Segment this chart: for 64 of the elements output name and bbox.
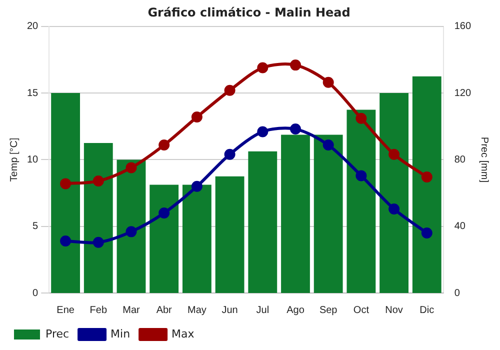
x-tick-label: May — [187, 304, 206, 316]
bar — [182, 184, 212, 293]
point — [356, 112, 367, 124]
x-tick-label: Ene — [56, 304, 75, 316]
point — [388, 204, 400, 215]
y-tick-label: 5 — [32, 221, 39, 232]
point — [421, 172, 432, 183]
point — [126, 162, 137, 174]
y2-tick-label: 160 — [454, 21, 472, 32]
point — [60, 178, 72, 190]
point — [126, 226, 137, 238]
point — [388, 148, 400, 160]
bar — [248, 151, 278, 293]
bar — [215, 176, 244, 293]
point — [92, 236, 104, 248]
point — [290, 60, 301, 71]
x-tick-label: Ago — [286, 304, 305, 316]
point — [257, 62, 268, 74]
bar — [346, 110, 376, 293]
y2-axis-title: Prec [mm] — [478, 136, 490, 183]
point — [224, 84, 236, 96]
bar — [281, 134, 310, 293]
point — [322, 140, 334, 151]
point — [224, 148, 236, 160]
point — [191, 112, 202, 123]
legend-label: Max — [172, 327, 195, 340]
point — [158, 208, 170, 219]
y2-tick-label: 80 — [454, 154, 466, 166]
bar — [380, 93, 408, 293]
x-tick-label: Jun — [222, 304, 238, 316]
x-tick-label: Dic — [420, 304, 434, 316]
y2-tick-label: 120 — [454, 88, 472, 99]
point — [356, 170, 367, 182]
y2-tick-label: 40 — [454, 221, 466, 232]
bar — [150, 184, 179, 293]
point — [257, 126, 268, 138]
y-axis-title: Temp [°C] — [8, 137, 20, 182]
bar — [51, 93, 80, 293]
x-tick-label: Abr — [156, 304, 173, 316]
legend-label: Prec — [46, 327, 70, 340]
y-tick-label: 10 — [27, 154, 39, 166]
point — [322, 76, 334, 88]
x-tick-label: Nov — [385, 304, 403, 316]
point — [158, 140, 170, 151]
legend-label: Min — [110, 327, 130, 340]
y2-tick-label: 0 — [454, 288, 460, 299]
x-tick-label: Feb — [90, 304, 108, 316]
y-tick-label: 20 — [27, 21, 39, 32]
y-tick-label: 15 — [27, 88, 39, 99]
point — [92, 176, 104, 187]
bar — [314, 134, 343, 293]
bar — [84, 143, 113, 293]
point — [290, 124, 301, 135]
x-tick-label: Jul — [256, 304, 270, 316]
x-tick-label: Mar — [122, 304, 141, 316]
bar — [116, 160, 146, 293]
point — [191, 180, 202, 192]
point — [421, 228, 432, 239]
point — [60, 236, 72, 247]
y-tick-label: 0 — [32, 288, 39, 299]
bar — [412, 76, 442, 293]
chart-title: Gráfico climático - Malin Head — [148, 5, 350, 20]
x-tick-label: Sep — [319, 304, 338, 316]
x-tick-label: Oct — [353, 304, 370, 316]
